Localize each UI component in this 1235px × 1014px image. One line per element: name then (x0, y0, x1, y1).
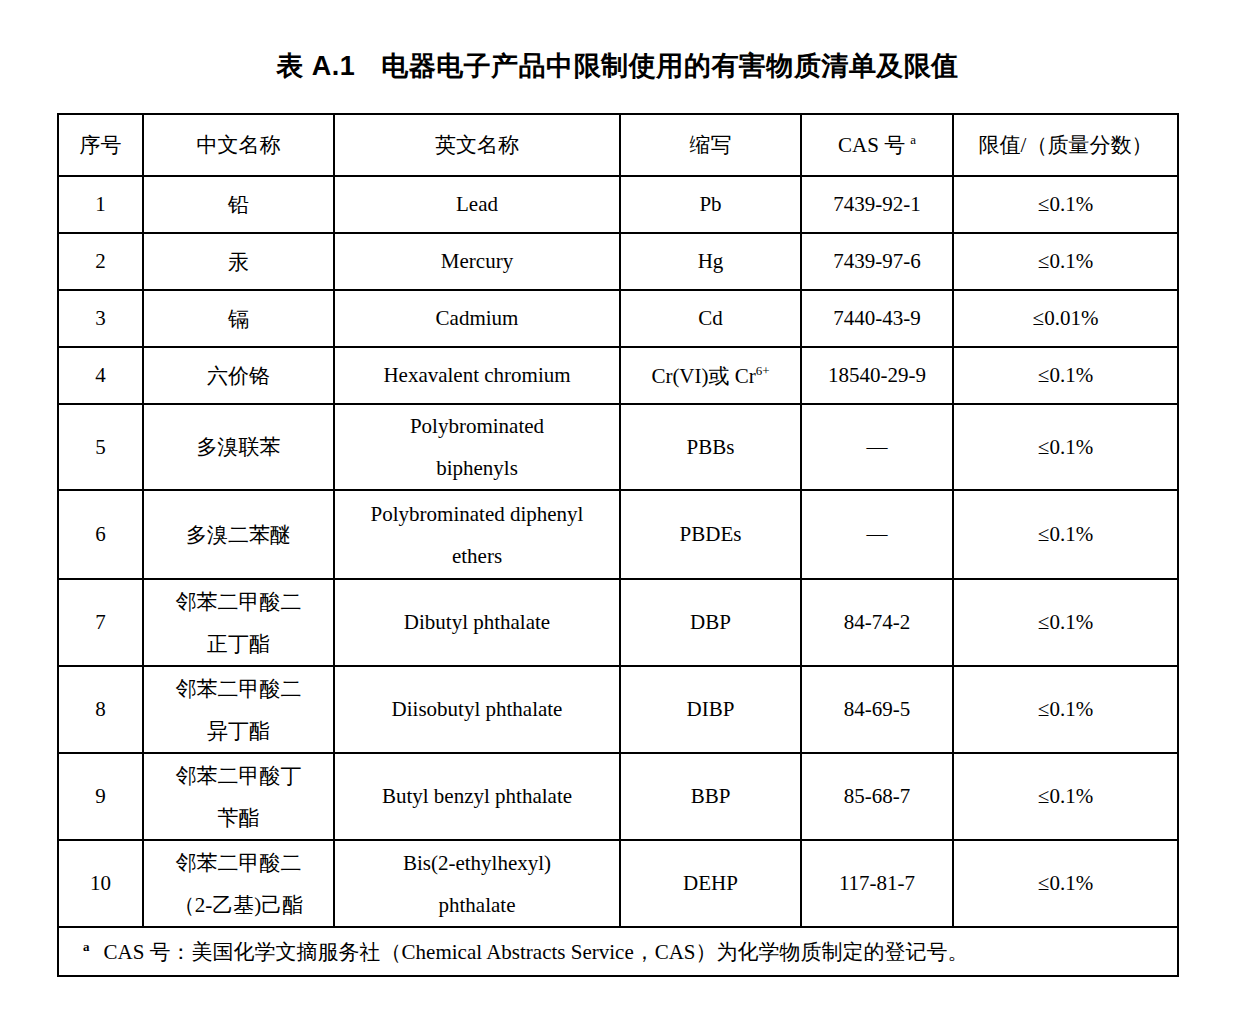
abbreviation-text: Cr(VI)或 Cr (651, 364, 755, 388)
col-header-english-name: 英文名称 (334, 114, 620, 176)
cell-no: 6 (58, 490, 143, 579)
cell-chinese-name: 多溴二苯醚 (143, 490, 334, 579)
cell-abbreviation: DBP (620, 579, 801, 666)
cell-chinese-name: 邻苯二甲酸二 （2-乙基)己酯 (143, 840, 334, 927)
cell-abbreviation: Cr(VI)或 Cr6+ (620, 347, 801, 404)
cell-no: 10 (58, 840, 143, 927)
cell-abbreviation: Pb (620, 176, 801, 233)
cell-cas-number: — (801, 404, 953, 490)
cell-chinese-name: 邻苯二甲酸二 异丁酯 (143, 666, 334, 753)
table-row-dibp: 8 邻苯二甲酸二 异丁酯 Diisobutyl phthalate DIBP 8… (58, 666, 1178, 753)
abbreviation-superscript: 6+ (756, 363, 770, 378)
cell-limit-value: ≤0.1% (953, 666, 1178, 753)
table-row-dbp: 7 邻苯二甲酸二 正丁酯 Dibutyl phthalate DBP 84-74… (58, 579, 1178, 666)
cell-cas-number: 84-69-5 (801, 666, 953, 753)
footnote-row: a CAS 号：美国化学文摘服务社（Chemical Abstracts Serv… (58, 927, 1178, 976)
cell-chinese-name: 邻苯二甲酸二 正丁酯 (143, 579, 334, 666)
cell-chinese-name: 邻苯二甲酸丁 苄酯 (143, 753, 334, 840)
cell-limit-value: ≤0.1% (953, 840, 1178, 927)
col-header-no: 序号 (58, 114, 143, 176)
cell-cas-number: — (801, 490, 953, 579)
cell-cas-number: 85-68-7 (801, 753, 953, 840)
cell-cas-number: 18540-29-9 (801, 347, 953, 404)
footnote-marker: a (83, 939, 90, 954)
cell-no: 9 (58, 753, 143, 840)
cell-english-name: Diisobutyl phthalate (334, 666, 620, 753)
cell-cas-number: 84-74-2 (801, 579, 953, 666)
table-caption-text: 电器电子产品中限制使用的有害物质清单及限值 (381, 51, 959, 81)
cell-english-name: Polybrominated biphenyls (334, 404, 620, 490)
cell-abbreviation: Hg (620, 233, 801, 290)
cell-english-name: Hexavalent chromium (334, 347, 620, 404)
col-header-cas: CAS 号 a (801, 114, 953, 176)
cell-english-name: Mercury (334, 233, 620, 290)
cell-limit-value: ≤0.1% (953, 233, 1178, 290)
cell-english-name: Bis(2-ethylhexyl) phthalate (334, 840, 620, 927)
cell-limit-value: ≤0.1% (953, 579, 1178, 666)
cell-no: 4 (58, 347, 143, 404)
col-header-cas-footnote-marker: a (910, 132, 916, 147)
table-row-cadmium: 3 镉 Cadmium Cd 7440-43-9 ≤0.01% (58, 290, 1178, 347)
cell-abbreviation: BBP (620, 753, 801, 840)
cell-cas-number: 7440-43-9 (801, 290, 953, 347)
cell-limit-value: ≤0.1% (953, 347, 1178, 404)
table-caption: 表 A.1 电器电子产品中限制使用的有害物质清单及限值 (0, 48, 1235, 84)
cell-english-name: Polybrominated diphenyl ethers (334, 490, 620, 579)
cell-limit-value: ≤0.1% (953, 176, 1178, 233)
cell-english-name: Cadmium (334, 290, 620, 347)
cell-abbreviation: PBDEs (620, 490, 801, 579)
cell-limit-value: ≤0.01% (953, 290, 1178, 347)
cell-no: 1 (58, 176, 143, 233)
cell-abbreviation: Cd (620, 290, 801, 347)
cell-cas-number: 117-81-7 (801, 840, 953, 927)
cell-chinese-name: 多溴联苯 (143, 404, 334, 490)
cell-chinese-name: 汞 (143, 233, 334, 290)
cell-abbreviation: PBBs (620, 404, 801, 490)
cell-limit-value: ≤0.1% (953, 404, 1178, 490)
col-header-chinese-name: 中文名称 (143, 114, 334, 176)
col-header-cas-label: CAS 号 (838, 133, 905, 157)
table-row-mercury: 2 汞 Mercury Hg 7439-97-6 ≤0.1% (58, 233, 1178, 290)
cell-english-name: Butyl benzyl phthalate (334, 753, 620, 840)
cell-english-name: Lead (334, 176, 620, 233)
header-row: 序号 中文名称 英文名称 缩写 CAS 号 a 限值/（质量分数） (58, 114, 1178, 176)
cell-chinese-name: 镉 (143, 290, 334, 347)
cell-chinese-name: 铅 (143, 176, 334, 233)
cell-no: 2 (58, 233, 143, 290)
cell-no: 8 (58, 666, 143, 753)
cell-abbreviation: DIBP (620, 666, 801, 753)
table-caption-number: 表 A.1 (276, 51, 355, 81)
hazardous-substances-table: 序号 中文名称 英文名称 缩写 CAS 号 a 限值/（质量分数） 1 铅 Lea… (57, 113, 1179, 977)
cell-no: 3 (58, 290, 143, 347)
cell-english-name: Dibutyl phthalate (334, 579, 620, 666)
document-page: 表 A.1 电器电子产品中限制使用的有害物质清单及限值 序号 中文名称 英文名称 … (0, 48, 1235, 977)
cell-cas-number: 7439-97-6 (801, 233, 953, 290)
cell-abbreviation: DEHP (620, 840, 801, 927)
cell-cas-number: 7439-92-1 (801, 176, 953, 233)
table-row-pbbs: 5 多溴联苯 Polybrominated biphenyls PBBs — ≤… (58, 404, 1178, 490)
col-header-abbreviation: 缩写 (620, 114, 801, 176)
table-row-hexavalent-chromium: 4 六价铬 Hexavalent chromium Cr(VI)或 Cr6+ 1… (58, 347, 1178, 404)
table-row-dehp: 10 邻苯二甲酸二 （2-乙基)己酯 Bis(2-ethylhexyl) pht… (58, 840, 1178, 927)
footnote-text: CAS 号：美国化学文摘服务社（Chemical Abstracts Servi… (104, 940, 969, 964)
cell-no: 5 (58, 404, 143, 490)
col-header-limit: 限值/（质量分数） (953, 114, 1178, 176)
cell-chinese-name: 六价铬 (143, 347, 334, 404)
table-row-lead: 1 铅 Lead Pb 7439-92-1 ≤0.1% (58, 176, 1178, 233)
table-row-pbdes: 6 多溴二苯醚 Polybrominated diphenyl ethers P… (58, 490, 1178, 579)
table-row-bbp: 9 邻苯二甲酸丁 苄酯 Butyl benzyl phthalate BBP 8… (58, 753, 1178, 840)
cas-footnote: a CAS 号：美国化学文摘服务社（Chemical Abstracts Serv… (58, 927, 1178, 976)
cell-limit-value: ≤0.1% (953, 490, 1178, 579)
cell-no: 7 (58, 579, 143, 666)
cell-limit-value: ≤0.1% (953, 753, 1178, 840)
